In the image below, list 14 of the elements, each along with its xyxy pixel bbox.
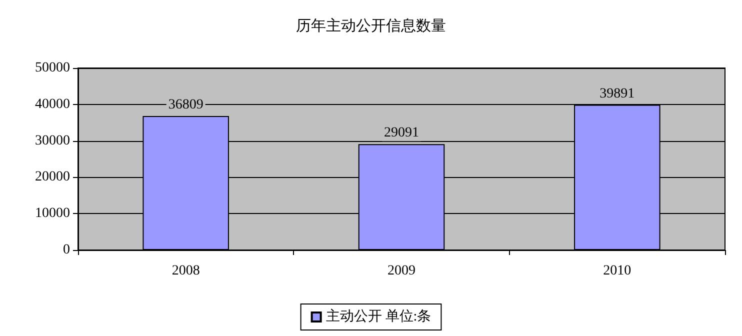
y-tick-label: 40000 xyxy=(35,96,70,112)
x-tick-label: 2009 xyxy=(388,264,416,278)
data-label: 29091 xyxy=(384,126,419,141)
y-tick-label: 30000 xyxy=(35,133,70,148)
data-label: 39891 xyxy=(600,86,635,102)
x-tick-label: 2010 xyxy=(603,264,632,278)
y-tick-label: 10000 xyxy=(35,206,70,222)
x-tick-label: 2008 xyxy=(172,264,200,278)
y-tick-label: 20000 xyxy=(35,170,70,185)
y-tick-label: 0 xyxy=(63,242,70,258)
y-tick-label: 50000 xyxy=(35,60,70,76)
legend-label: 主动公开 单位:条 xyxy=(326,308,432,324)
data-label: 36809 xyxy=(168,98,204,113)
chart-title: 历年主动公开信息数量 xyxy=(296,18,446,34)
